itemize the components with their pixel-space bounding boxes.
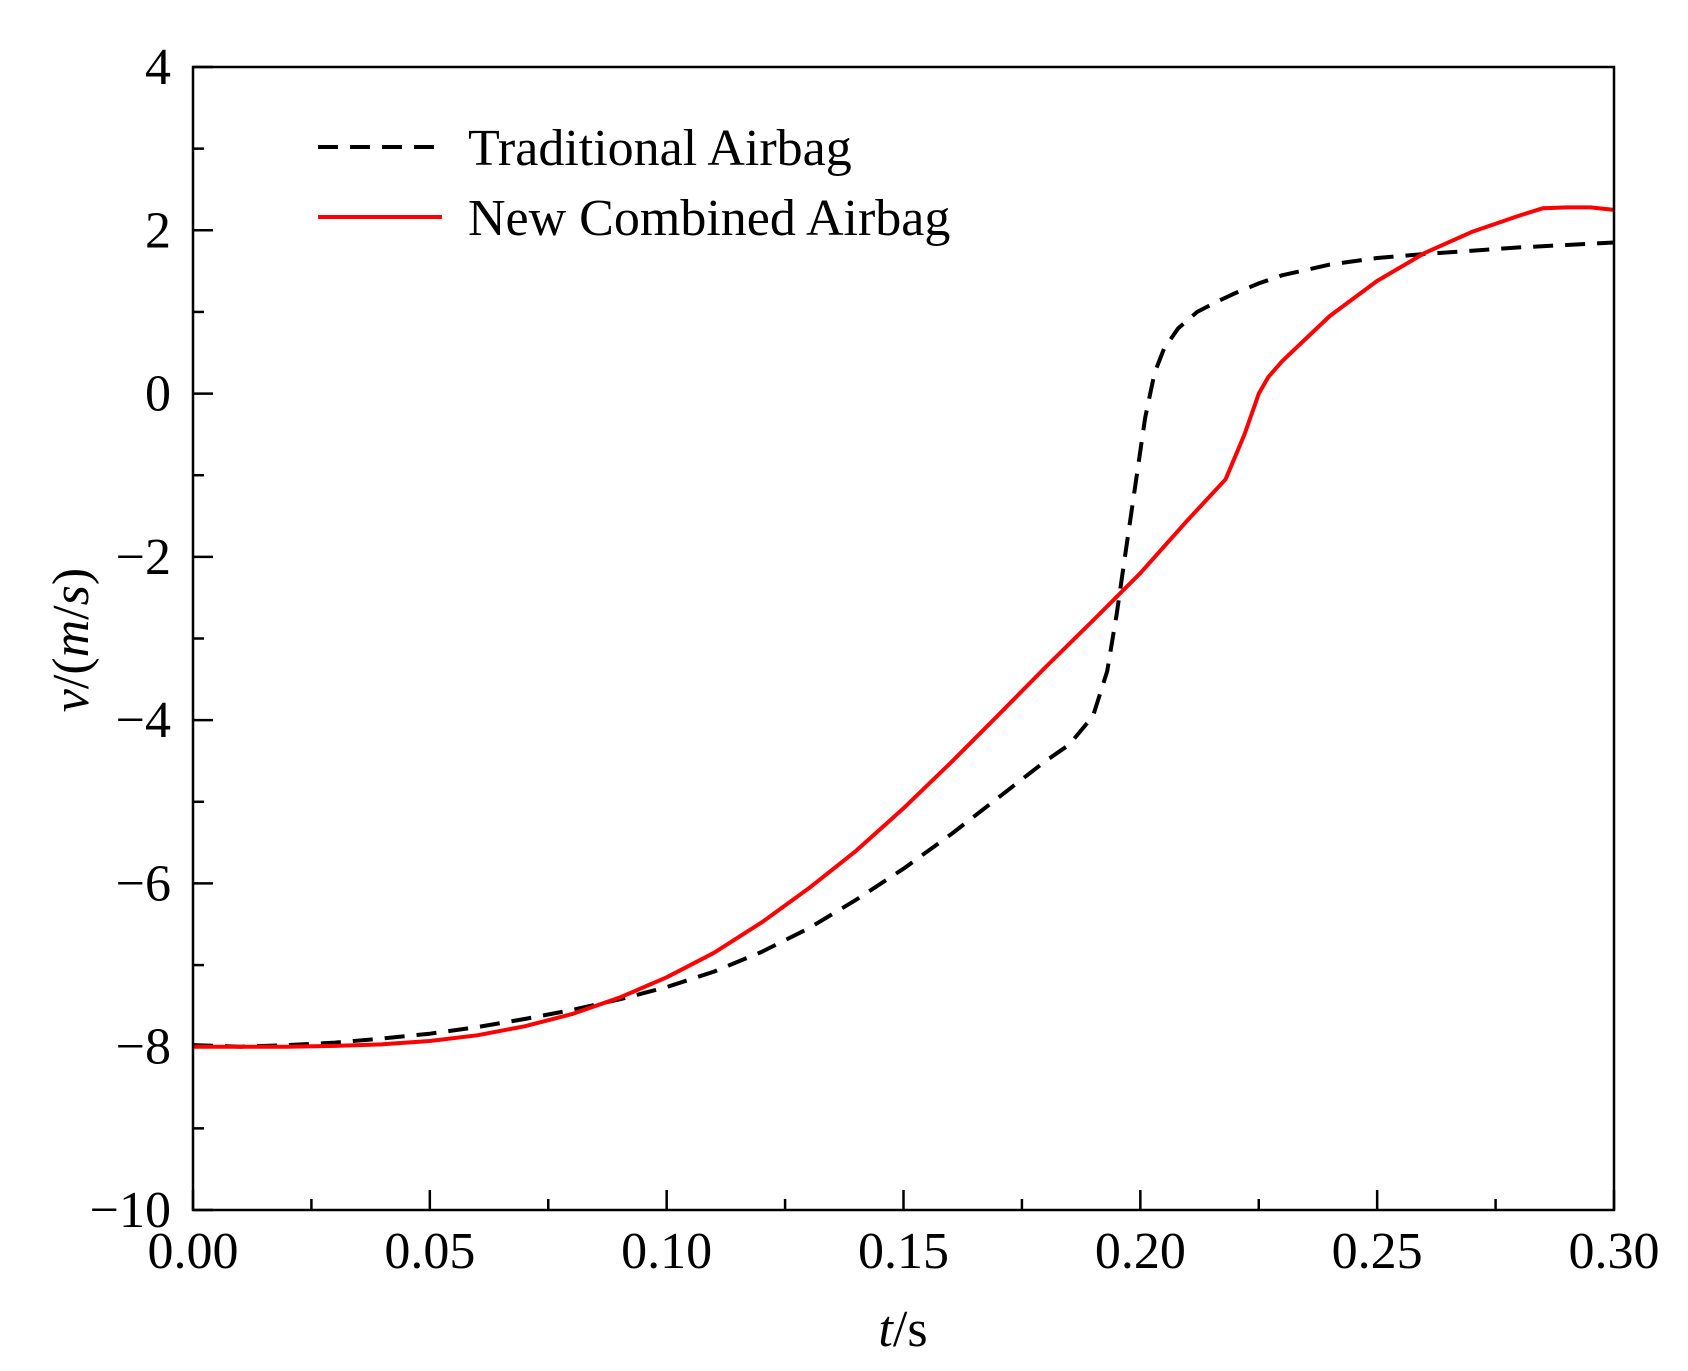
- y-tick-label: −6: [116, 855, 171, 912]
- y-axis-label: v/(m/s): [43, 568, 100, 712]
- x-tick-label: 0.10: [621, 1223, 712, 1280]
- legend: Traditional Airbag New Combined Airbag: [318, 120, 950, 247]
- y-tick-label: 2: [145, 202, 171, 259]
- x-axis-label-variable: t: [878, 1301, 894, 1358]
- y-axis-label-seconds: s: [43, 585, 100, 605]
- tick-labels: 0.00 0.05 0.10 0.15 0.20 0.25 0.30 4 2 0 −2 −4 −6 −8 −…: [90, 39, 1660, 1280]
- x-axis-label-unit: /s: [893, 1301, 928, 1358]
- y-axis-label-slash: /: [43, 605, 100, 620]
- y-axis-label-variable: v: [43, 688, 100, 712]
- x-tick-label: 0.00: [148, 1223, 239, 1280]
- legend-label-traditional-airbag: Traditional Airbag: [468, 120, 852, 177]
- y-tick-label: −4: [116, 692, 171, 749]
- y-tick-label: 0: [145, 366, 171, 423]
- x-axis-label: t/s: [878, 1301, 927, 1358]
- y-axis-label-meters: m: [43, 620, 100, 658]
- plot-frame: [191, 65, 1616, 1212]
- y-tick-label: −2: [116, 529, 171, 586]
- x-tick-label: 0.15: [858, 1223, 949, 1280]
- series-line-traditional-airbag: [192, 240, 1615, 1049]
- y-tick-label: 4: [145, 39, 171, 96]
- series-line-new-combined-airbag: [193, 205, 1615, 1049]
- y-tick-label: −8: [116, 1019, 171, 1076]
- x-tick-label: 0.30: [1569, 1223, 1660, 1280]
- y-axis-label-open: /(: [43, 657, 100, 689]
- x-tick-label: 0.05: [384, 1223, 475, 1280]
- series-layer: [192, 205, 1615, 1049]
- y-axis-label-close: ): [43, 568, 100, 585]
- legend-label-new-combined-airbag: New Combined Airbag: [468, 190, 950, 247]
- x-tick-label: 0.20: [1095, 1223, 1186, 1280]
- y-tick-label: −10: [90, 1182, 171, 1239]
- x-tick-label: 0.25: [1332, 1223, 1423, 1280]
